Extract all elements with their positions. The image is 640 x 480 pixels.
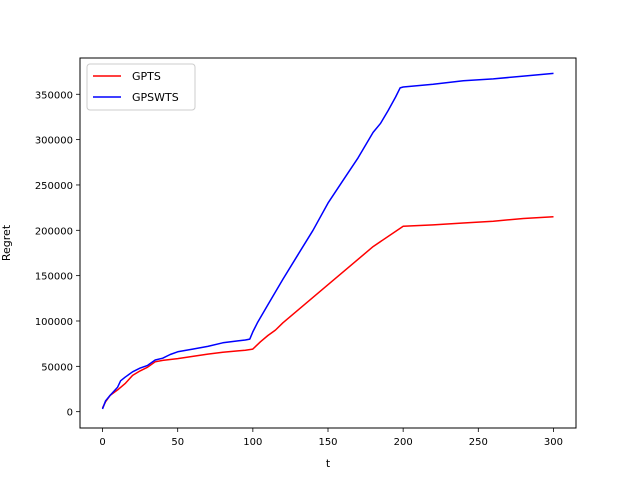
y-tick-label: 50000 bbox=[41, 362, 73, 373]
y-tick-label: 350000 bbox=[35, 90, 73, 101]
x-tick-label: 0 bbox=[99, 437, 105, 448]
y-tick-label: 0 bbox=[67, 408, 73, 419]
y-tick-label: 250000 bbox=[35, 181, 73, 192]
series-line-gpswts bbox=[101, 72, 554, 410]
x-tick-label: 300 bbox=[544, 437, 563, 448]
series-line-gpts bbox=[101, 215, 554, 409]
x-tick-label: 250 bbox=[469, 437, 488, 448]
legend: GPTS GPSWTS bbox=[86, 63, 196, 111]
x-tick-label: 150 bbox=[318, 437, 337, 448]
legend-label-gpswts: GPSWTS bbox=[132, 91, 179, 104]
x-axis-label: t bbox=[326, 457, 331, 470]
x-tick-label: 100 bbox=[243, 437, 262, 448]
legend-label-gpts: GPTS bbox=[132, 70, 161, 83]
y-tick-label: 200000 bbox=[35, 226, 73, 237]
y-tick-label: 150000 bbox=[35, 272, 73, 283]
x-tick-label: 200 bbox=[394, 437, 413, 448]
x-axis: 0 50 100 150 200 250 300 bbox=[99, 428, 563, 448]
x-tick-label: 50 bbox=[171, 437, 184, 448]
plot-area bbox=[80, 58, 576, 428]
y-tick-label: 100000 bbox=[35, 317, 73, 328]
y-axis-label: Regret bbox=[0, 224, 13, 261]
y-tick-label: 300000 bbox=[35, 136, 73, 147]
y-axis: 0 50000 100000 150000 200000 250000 300000 3500… bbox=[35, 90, 80, 419]
series-layer bbox=[101, 72, 554, 410]
